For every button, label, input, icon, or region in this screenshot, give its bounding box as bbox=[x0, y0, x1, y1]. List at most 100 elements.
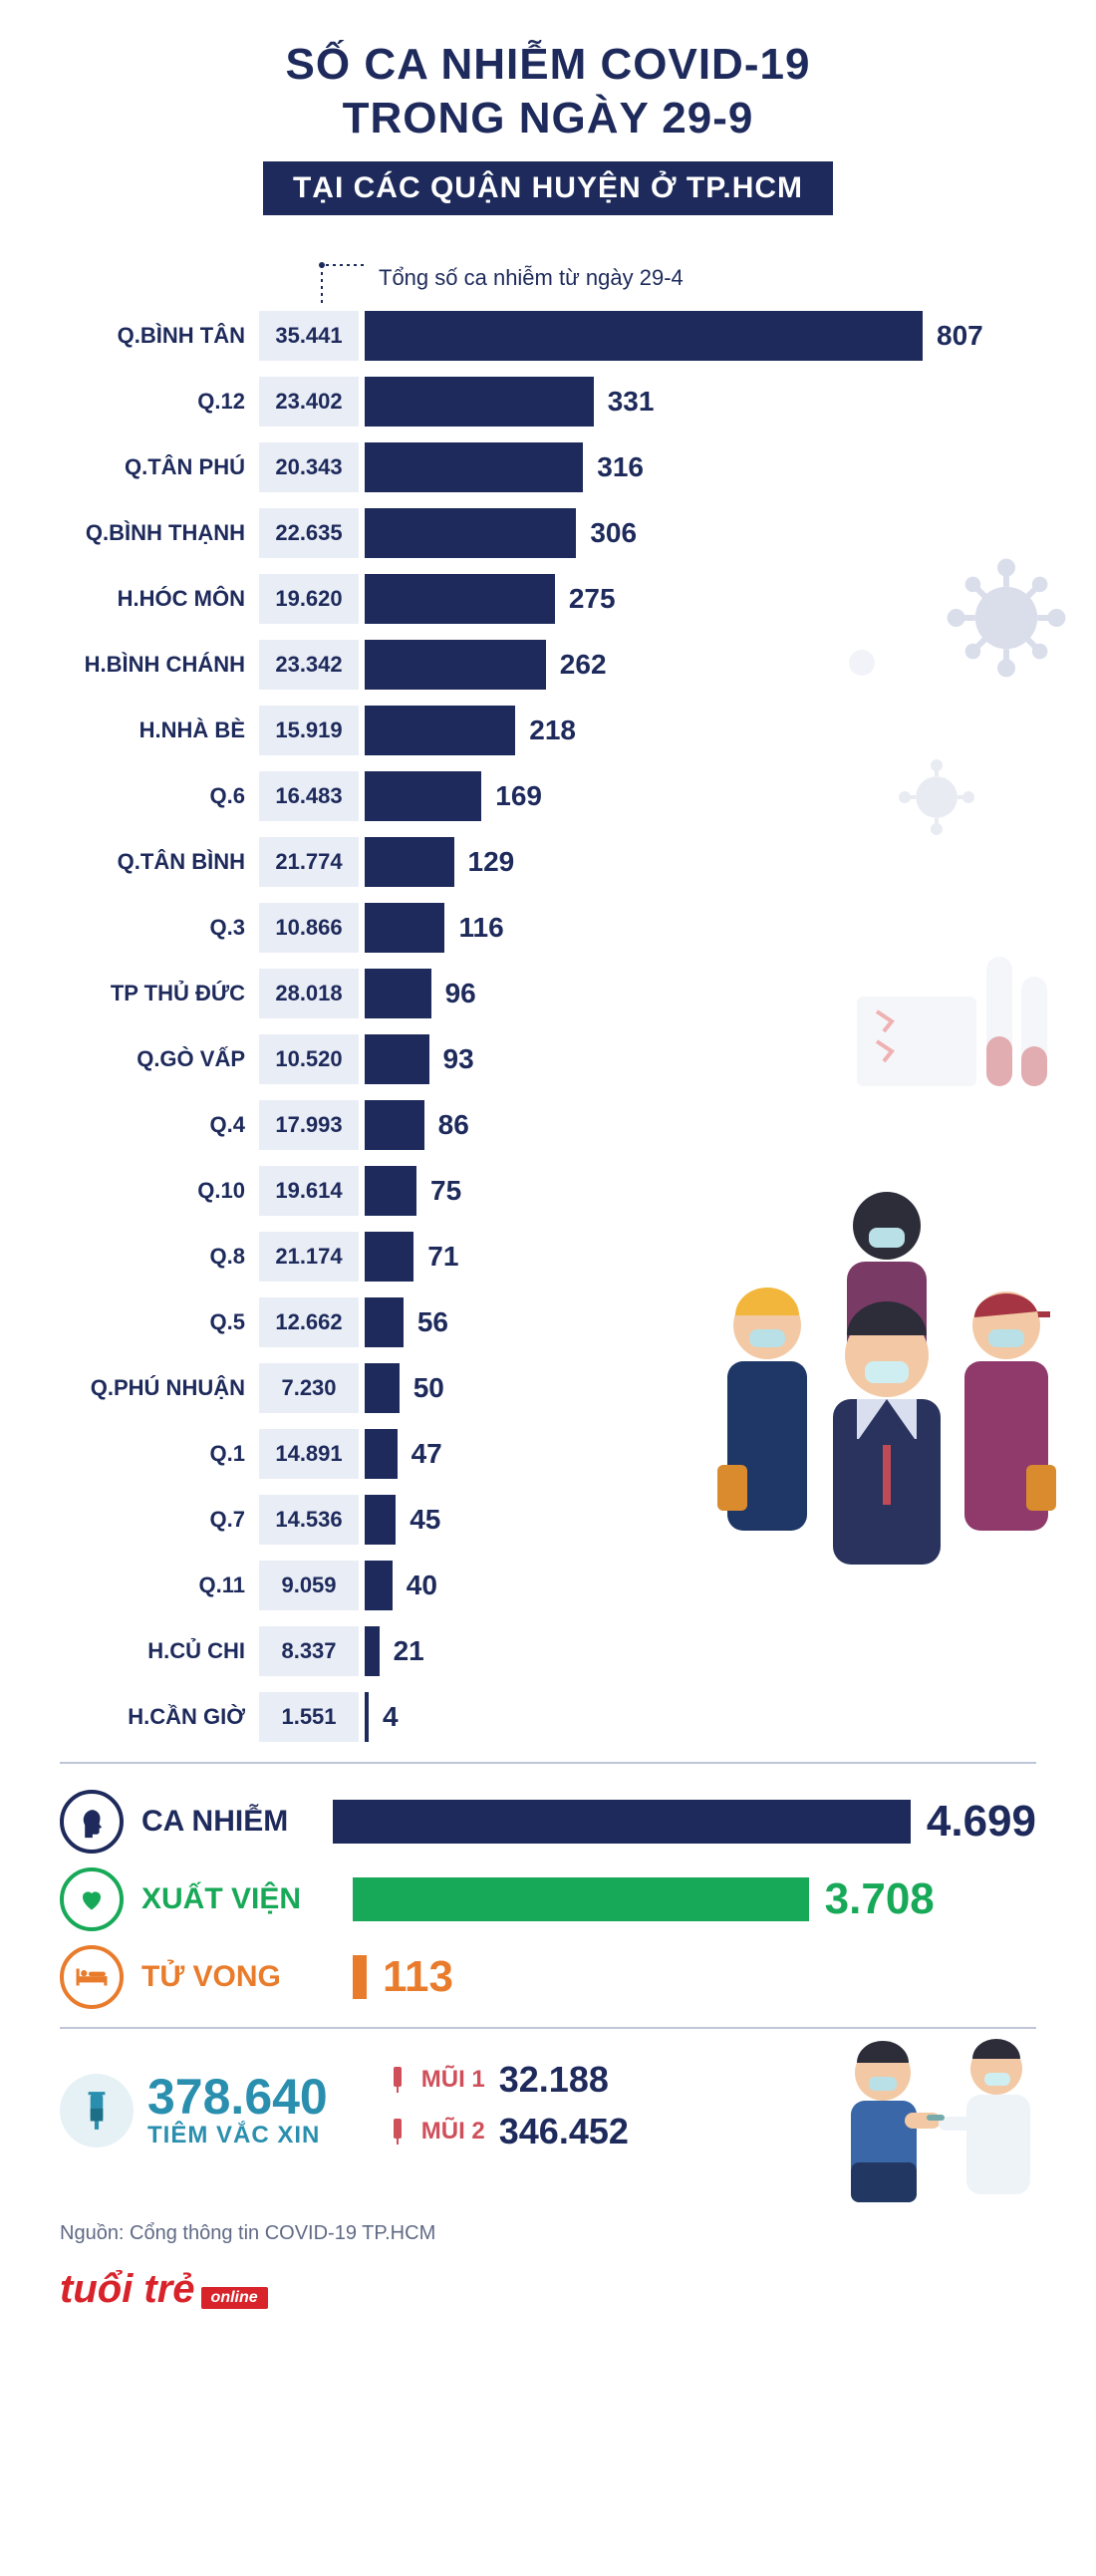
bar-value: 45 bbox=[396, 1504, 440, 1536]
district-total-box: 28.018 bbox=[259, 969, 359, 1018]
bar-value: 50 bbox=[400, 1372, 444, 1404]
bar bbox=[365, 837, 454, 887]
bar bbox=[365, 377, 594, 427]
bar bbox=[365, 771, 481, 821]
infographic-container: SỐ CA NHIỄM COVID-19 TRONG NGÀY 29-9 TẠI… bbox=[0, 0, 1096, 2392]
bar bbox=[365, 1034, 429, 1084]
district-label: Q.TÂN BÌNH bbox=[60, 849, 259, 875]
district-label: TP THỦ ĐỨC bbox=[60, 981, 259, 1006]
title-line-1: SỐ CA NHIỄM COVID-19 bbox=[60, 40, 1036, 90]
bar bbox=[365, 442, 583, 492]
vaccine-doses-group: MŨI 1 32.188 MŨI 2 346.452 bbox=[388, 2059, 629, 2162]
district-row: H.NHÀ BÈ15.919218 bbox=[60, 704, 1036, 757]
virus-icon bbox=[897, 757, 976, 837]
bar bbox=[365, 311, 923, 361]
summary-bar bbox=[333, 1800, 911, 1844]
district-total-box: 1.551 bbox=[259, 1692, 359, 1742]
masked-people-illustration bbox=[697, 1166, 1076, 1565]
bar-area: 306 bbox=[359, 508, 1036, 558]
lab-tubes-icon bbox=[837, 937, 1056, 1116]
bar-value: 56 bbox=[404, 1306, 448, 1338]
bar-area: 4 bbox=[359, 1692, 1036, 1742]
brand-logo-main: tuổi trẻ bbox=[60, 2267, 195, 2311]
bar-value: 75 bbox=[416, 1175, 461, 1207]
district-label: Q.BÌNH TÂN bbox=[60, 323, 259, 349]
summary-bar-area: 113 bbox=[353, 1952, 1036, 2002]
virus-icon bbox=[837, 638, 887, 688]
header: SỐ CA NHIỄM COVID-19 TRONG NGÀY 29-9 TẠI… bbox=[60, 40, 1036, 215]
bar-value: 129 bbox=[454, 846, 515, 878]
district-total-box: 22.635 bbox=[259, 508, 359, 558]
vaccine-total-value: 378.640 bbox=[147, 2072, 328, 2122]
bar-area: 21 bbox=[359, 1626, 1036, 1676]
bar bbox=[365, 1429, 398, 1479]
district-label: Q.12 bbox=[60, 389, 259, 415]
summary-bar-area: 3.708 bbox=[353, 1874, 1036, 1924]
bar-area: 316 bbox=[359, 442, 1036, 492]
bar bbox=[365, 1495, 396, 1545]
district-label: Q.GÒ VẤP bbox=[60, 1046, 259, 1072]
bar bbox=[365, 1297, 404, 1347]
heart-icon bbox=[60, 1867, 124, 1931]
title-line-2: TRONG NGÀY 29-9 bbox=[60, 94, 1036, 143]
district-label: Q.11 bbox=[60, 1573, 259, 1598]
bar bbox=[365, 508, 576, 558]
vaccine-total-label: TIÊM VẮC XIN bbox=[147, 2122, 328, 2149]
bar-area: 275 bbox=[359, 574, 1036, 624]
bar-value: 169 bbox=[481, 780, 542, 812]
bar-value: 96 bbox=[431, 978, 476, 1009]
district-total-box: 23.342 bbox=[259, 640, 359, 690]
bar-value: 86 bbox=[424, 1109, 469, 1141]
bar-area: 129 bbox=[359, 837, 1036, 887]
bar-value: 21 bbox=[380, 1635, 424, 1667]
bar bbox=[365, 640, 546, 690]
district-total-box: 14.536 bbox=[259, 1495, 359, 1545]
bar-area: 807 bbox=[359, 311, 1036, 361]
annotation-text: Tổng số ca nhiễm từ ngày 29-4 bbox=[379, 265, 684, 291]
bar-value: 4 bbox=[369, 1701, 399, 1733]
district-label: Q.4 bbox=[60, 1112, 259, 1138]
syringe-badge-icon bbox=[60, 2074, 134, 2147]
district-label: Q.3 bbox=[60, 915, 259, 941]
summary-value: 4.699 bbox=[911, 1797, 1036, 1847]
vaccination-illustration bbox=[797, 2003, 1076, 2222]
bar bbox=[365, 706, 515, 755]
subtitle-band: TẠI CÁC QUẬN HUYỆN Ở TP.HCM bbox=[263, 161, 833, 215]
district-row: Q.BÌNH TÂN35.441807 bbox=[60, 309, 1036, 363]
summary-row-deaths: TỬ VONG113 bbox=[60, 1945, 1036, 2009]
district-total-box: 23.402 bbox=[259, 377, 359, 427]
bar-area: 262 bbox=[359, 640, 1036, 690]
district-row: Q.BÌNH THẠNH22.635306 bbox=[60, 506, 1036, 560]
district-label: Q.5 bbox=[60, 1309, 259, 1335]
bar bbox=[365, 1100, 424, 1150]
district-label: Q.1 bbox=[60, 1441, 259, 1467]
brand-logo: tuổi trẻ online bbox=[60, 2267, 1036, 2312]
district-label: Q.8 bbox=[60, 1244, 259, 1270]
summary-bar bbox=[353, 1955, 367, 1999]
annotation-leader-icon bbox=[314, 255, 374, 305]
district-total-box: 8.337 bbox=[259, 1626, 359, 1676]
brand-logo-sub: online bbox=[201, 2287, 268, 2309]
bar-value: 807 bbox=[923, 320, 983, 352]
bed-icon bbox=[60, 1945, 124, 2009]
summary-section: CA NHIỄM4.699 XUẤT VIỆN3.708 TỬ VONG113 bbox=[60, 1790, 1036, 2009]
district-label: Q.PHÚ NHUẬN bbox=[60, 1375, 259, 1401]
district-row: H.HÓC MÔN19.620275 bbox=[60, 572, 1036, 626]
district-label: Q.TÂN PHÚ bbox=[60, 454, 259, 480]
summary-bar bbox=[353, 1877, 809, 1921]
district-total-box: 12.662 bbox=[259, 1297, 359, 1347]
bar-value: 306 bbox=[576, 517, 637, 549]
district-row: H.CỦ CHI8.33721 bbox=[60, 1624, 1036, 1678]
summary-row-disch: XUẤT VIỆN3.708 bbox=[60, 1867, 1036, 1931]
district-row: Q.TÂN BÌNH21.774 129 bbox=[60, 835, 1036, 889]
district-total-box: 21.774 bbox=[259, 837, 359, 887]
district-total-box: 7.230 bbox=[259, 1363, 359, 1413]
district-label: H.CẦN GIỜ bbox=[60, 1704, 259, 1730]
bar-value: 218 bbox=[515, 715, 576, 746]
district-row: Q.616.483169 bbox=[60, 769, 1036, 823]
bar-value: 331 bbox=[594, 386, 655, 418]
district-total-box: 16.483 bbox=[259, 771, 359, 821]
summary-row-cases: CA NHIỄM4.699 bbox=[60, 1790, 1036, 1854]
virus-icon bbox=[947, 558, 1066, 678]
bar bbox=[365, 574, 555, 624]
